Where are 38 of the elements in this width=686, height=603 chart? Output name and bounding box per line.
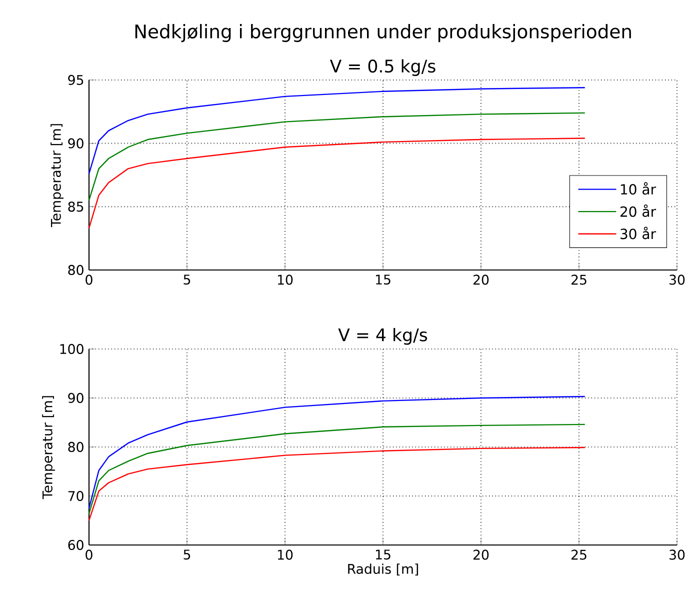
legend-label: 30 år	[620, 226, 656, 240]
chart-title: V = 4 kg/s	[338, 328, 428, 345]
line-series	[88, 138, 586, 229]
x-tick-label: 20	[473, 550, 489, 560]
line-series	[88, 86, 586, 174]
x-tick-label: 0	[86, 550, 92, 560]
line-series	[88, 424, 586, 514]
y-tick-label: 90	[68, 392, 84, 404]
x-tick-label: 25	[571, 274, 586, 285]
y-axis-title: Temperatur [m]	[42, 396, 56, 500]
x-tick-label: 0	[86, 274, 92, 285]
x-tick-label: 5	[184, 274, 190, 285]
y-axis-title: Temperatur [m]	[50, 124, 64, 228]
x-tick-label: 10	[278, 274, 293, 285]
x-tick-label: 30	[670, 550, 685, 560]
chart-subtitle: V = 0.5 kg/s	[330, 59, 436, 76]
legend-label: 20 år	[620, 204, 656, 217]
y-tick-label: 100	[60, 344, 84, 354]
x-tick-label: 15	[376, 274, 390, 285]
x-tick-label: 25	[571, 550, 586, 560]
line-series	[88, 396, 586, 509]
x-tick-label: 30	[670, 274, 685, 285]
x-tick-label: 5	[184, 550, 190, 560]
y-tick-label: 85	[68, 202, 84, 212]
x-tick-label: 15	[376, 550, 390, 560]
y-tick-label: 80	[68, 264, 84, 276]
y-tick-label: 70	[68, 490, 84, 502]
y-tick-label: 80	[68, 442, 84, 452]
chart-title: Nedkjøling i berggrunnen under produksjonsperioden	[135, 24, 631, 42]
x-tick-label: 10	[278, 550, 293, 560]
y-tick-label: 60	[68, 540, 84, 550]
line-series	[88, 112, 586, 201]
legend-label: 10 år	[620, 182, 656, 195]
line-series	[88, 446, 586, 522]
y-tick-label: 95	[68, 74, 84, 86]
x-tick-label: 20	[473, 274, 489, 285]
y-tick-label: 90	[68, 138, 84, 148]
x-axis-title: Raduis [m]	[348, 564, 418, 576]
